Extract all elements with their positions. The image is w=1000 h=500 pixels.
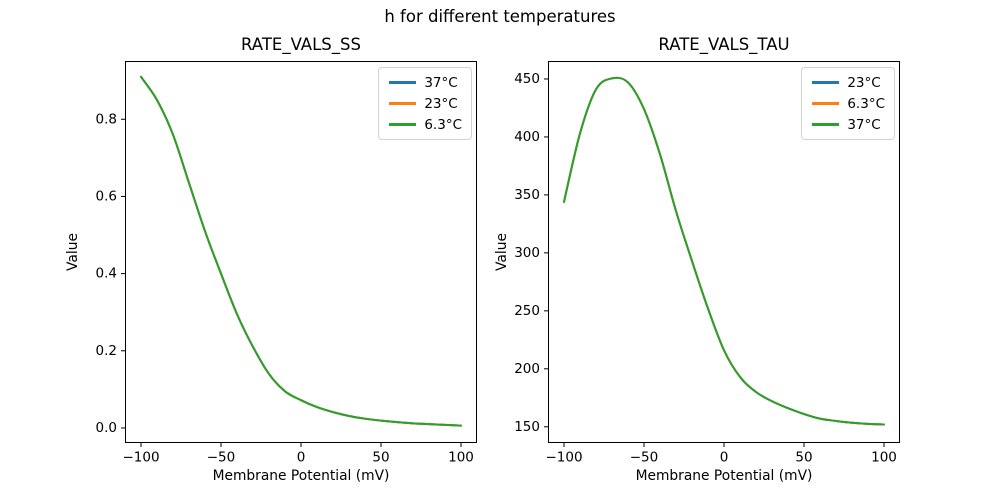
x-tick-label: 50 xyxy=(372,450,389,466)
legend-entry: 23°C xyxy=(812,73,885,92)
ss-legend: 37°C 23°C 6.3°C xyxy=(378,67,472,140)
legend-label: 6.3°C xyxy=(847,95,885,112)
x-tick-label: 50 xyxy=(795,450,812,466)
rate_vals_ss-line-6.3cc xyxy=(140,75,462,427)
legend-label: 23°C xyxy=(424,95,458,112)
rate_vals_ss-axes-frame xyxy=(125,61,477,443)
y-tick-label: 0.2 xyxy=(96,343,117,359)
x-tick-label: −50 xyxy=(630,450,659,466)
tau-legend: 23°C 6.3°C 37°C xyxy=(801,67,895,140)
x-tick-label: 0 xyxy=(720,450,729,466)
rate_vals_tau-series-group xyxy=(563,76,885,426)
legend-line-sample xyxy=(812,81,840,84)
legend-label: 37°C xyxy=(424,74,458,91)
x-tick-label: −50 xyxy=(207,450,236,466)
ss-x-axis-label: Membrane Potential (mV) xyxy=(212,468,390,484)
x-tick-label: −100 xyxy=(545,450,582,466)
y-tick-label: 0.0 xyxy=(96,420,117,436)
figure-title: h for different temperatures xyxy=(384,7,616,26)
tau-x-axis-label: Membrane Potential (mV) xyxy=(635,468,813,484)
legend-line-sample xyxy=(389,102,417,105)
y-tick-label: 0.4 xyxy=(96,266,117,282)
legend-line-sample xyxy=(812,123,840,126)
y-tick-label: 400 xyxy=(514,129,540,145)
tau-y-axis-label: Value xyxy=(494,233,510,271)
y-tick-label: 200 xyxy=(514,361,540,377)
legend-entry: 37°C xyxy=(812,115,885,134)
rate_vals_tau-line-37cc xyxy=(563,76,885,426)
legend-label: 6.3°C xyxy=(424,116,462,133)
legend-label: 37°C xyxy=(847,116,881,133)
ss-plot-title: RATE_VALS_SS xyxy=(241,35,361,54)
tau-plot-title: RATE_VALS_TAU xyxy=(658,35,790,54)
ss-axes-area: 37°C 23°C 6.3°C xyxy=(125,61,477,443)
y-tick-label: 0.8 xyxy=(96,111,117,127)
x-tick-label: 0 xyxy=(297,450,306,466)
y-tick-label: 150 xyxy=(514,419,540,435)
x-tick-label: 100 xyxy=(871,450,897,466)
legend-line-sample xyxy=(389,81,417,84)
legend-line-sample xyxy=(389,123,417,126)
legend-entry: 23°C xyxy=(389,94,462,113)
rate_vals_tau-axes-frame xyxy=(548,61,900,443)
legend-line-sample xyxy=(812,102,840,105)
y-tick-label: 350 xyxy=(514,187,540,203)
legend-label: 23°C xyxy=(847,74,881,91)
ss-y-axis-label: Value xyxy=(65,233,81,271)
legend-entry: 6.3°C xyxy=(812,94,885,113)
y-tick-label: 300 xyxy=(514,245,540,261)
x-tick-label: −100 xyxy=(122,450,159,466)
rate_vals_ss-series-group xyxy=(140,75,462,427)
y-tick-label: 450 xyxy=(514,71,540,87)
legend-entry: 37°C xyxy=(389,73,462,92)
x-tick-label: 100 xyxy=(448,450,474,466)
tau-axes-area: 23°C 6.3°C 37°C xyxy=(548,61,900,443)
legend-entry: 6.3°C xyxy=(389,115,462,134)
y-tick-label: 0.6 xyxy=(96,188,117,204)
y-tick-label: 250 xyxy=(514,303,540,319)
